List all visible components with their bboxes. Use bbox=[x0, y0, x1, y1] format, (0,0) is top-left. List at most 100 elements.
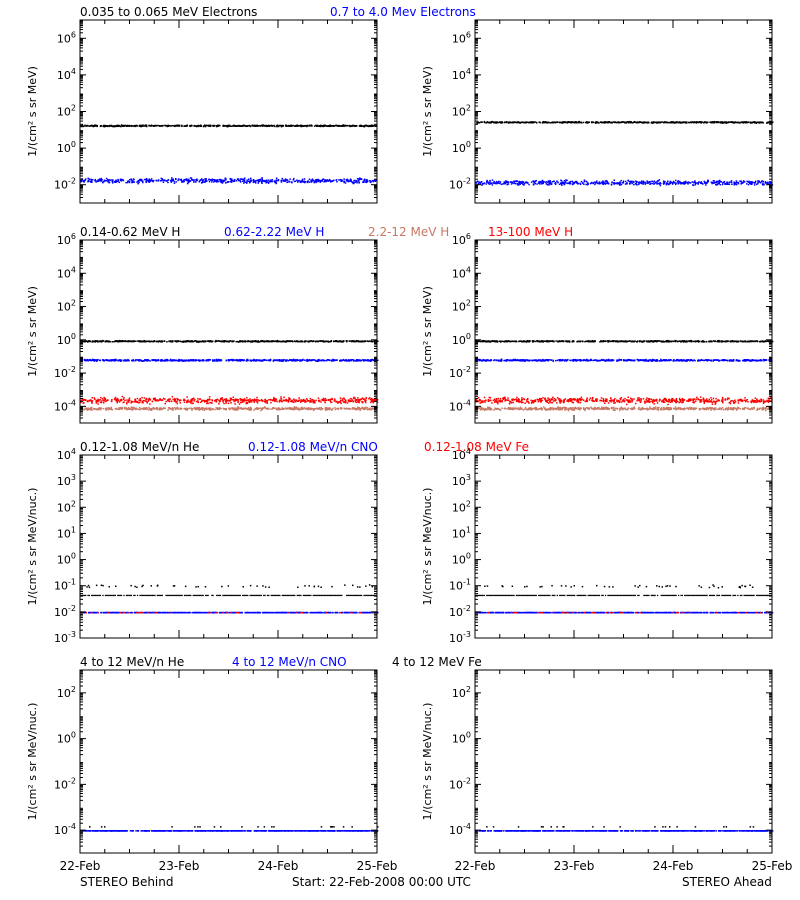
data-point bbox=[689, 182, 692, 184]
data-point bbox=[716, 181, 718, 184]
data-point bbox=[143, 397, 146, 399]
data-point bbox=[180, 179, 183, 182]
data-point bbox=[361, 397, 364, 400]
data-point bbox=[714, 181, 717, 184]
data-point bbox=[137, 179, 140, 182]
data-point bbox=[94, 398, 96, 401]
data-point bbox=[282, 125, 284, 127]
data-point bbox=[190, 400, 193, 403]
data-point bbox=[204, 400, 206, 402]
data-point bbox=[312, 408, 315, 410]
data-point bbox=[541, 122, 544, 124]
data-point bbox=[139, 124, 141, 127]
data-point bbox=[279, 359, 282, 361]
data-point bbox=[274, 181, 276, 184]
data-point bbox=[186, 180, 188, 182]
data-point bbox=[322, 397, 325, 400]
data-point bbox=[224, 179, 226, 182]
data-point bbox=[351, 399, 354, 401]
data-point bbox=[606, 180, 608, 182]
data-point bbox=[132, 340, 135, 342]
data-point bbox=[370, 340, 372, 343]
data-point bbox=[175, 178, 177, 181]
data-point bbox=[107, 340, 109, 342]
data-point bbox=[670, 181, 673, 183]
data-point bbox=[134, 399, 137, 402]
data-point bbox=[175, 400, 177, 403]
data-point bbox=[104, 359, 107, 361]
data-point bbox=[726, 181, 728, 184]
data-point bbox=[143, 360, 145, 362]
data-point bbox=[192, 359, 194, 362]
data-point bbox=[170, 358, 172, 361]
data-point bbox=[560, 179, 562, 182]
data-point bbox=[153, 359, 155, 361]
data-point bbox=[368, 125, 370, 128]
data-point bbox=[185, 125, 188, 127]
data-point bbox=[132, 180, 134, 182]
data-point bbox=[328, 341, 330, 343]
data-point bbox=[356, 178, 359, 180]
data-point bbox=[766, 122, 768, 124]
data-point bbox=[506, 183, 509, 186]
data-point bbox=[736, 181, 738, 184]
data-point bbox=[611, 181, 613, 184]
data-point bbox=[658, 179, 661, 181]
data-point bbox=[257, 359, 259, 362]
data-point bbox=[360, 359, 363, 362]
data-point bbox=[141, 400, 144, 403]
data-point bbox=[118, 340, 121, 343]
data-point bbox=[128, 124, 131, 127]
data-point bbox=[270, 180, 273, 182]
data-point bbox=[498, 182, 500, 184]
data-point bbox=[250, 177, 252, 180]
data-point bbox=[148, 125, 150, 127]
data-point bbox=[334, 359, 337, 361]
data-point bbox=[726, 183, 728, 185]
data-point bbox=[186, 396, 188, 398]
data-point bbox=[123, 401, 125, 403]
data-point bbox=[184, 359, 186, 362]
data-point bbox=[567, 121, 570, 123]
data-point bbox=[266, 359, 268, 362]
data-point bbox=[219, 340, 222, 343]
data-point bbox=[130, 178, 132, 180]
data-point bbox=[754, 121, 756, 124]
data-point bbox=[88, 180, 90, 182]
data-point bbox=[375, 179, 377, 182]
data-point bbox=[683, 181, 685, 183]
data-point bbox=[233, 125, 236, 127]
data-point bbox=[707, 179, 709, 182]
data-point bbox=[267, 181, 269, 183]
data-point bbox=[312, 340, 315, 342]
data-point bbox=[351, 125, 353, 127]
data-point bbox=[722, 182, 724, 184]
data-point bbox=[353, 396, 355, 399]
data-point bbox=[162, 397, 165, 400]
data-point bbox=[203, 401, 206, 403]
data-point bbox=[199, 398, 202, 400]
data-point bbox=[201, 400, 203, 403]
data-point bbox=[550, 182, 552, 184]
data-point bbox=[626, 121, 628, 123]
data-point bbox=[749, 122, 752, 124]
data-point bbox=[287, 401, 290, 403]
data-point bbox=[310, 179, 312, 182]
data-point bbox=[489, 181, 491, 183]
data-point bbox=[149, 360, 151, 362]
data-point bbox=[91, 179, 93, 181]
data-point bbox=[119, 399, 122, 401]
data-point bbox=[314, 359, 316, 361]
data-point bbox=[519, 122, 521, 124]
data-point bbox=[594, 183, 596, 186]
data-point bbox=[202, 181, 204, 184]
data-point bbox=[544, 121, 546, 123]
data-point bbox=[293, 360, 295, 362]
data-point bbox=[225, 359, 228, 361]
data-point bbox=[81, 359, 83, 362]
data-point bbox=[366, 340, 368, 342]
data-point bbox=[586, 181, 588, 183]
data-point bbox=[744, 121, 746, 123]
data-point bbox=[536, 183, 538, 185]
data-point bbox=[513, 121, 516, 124]
